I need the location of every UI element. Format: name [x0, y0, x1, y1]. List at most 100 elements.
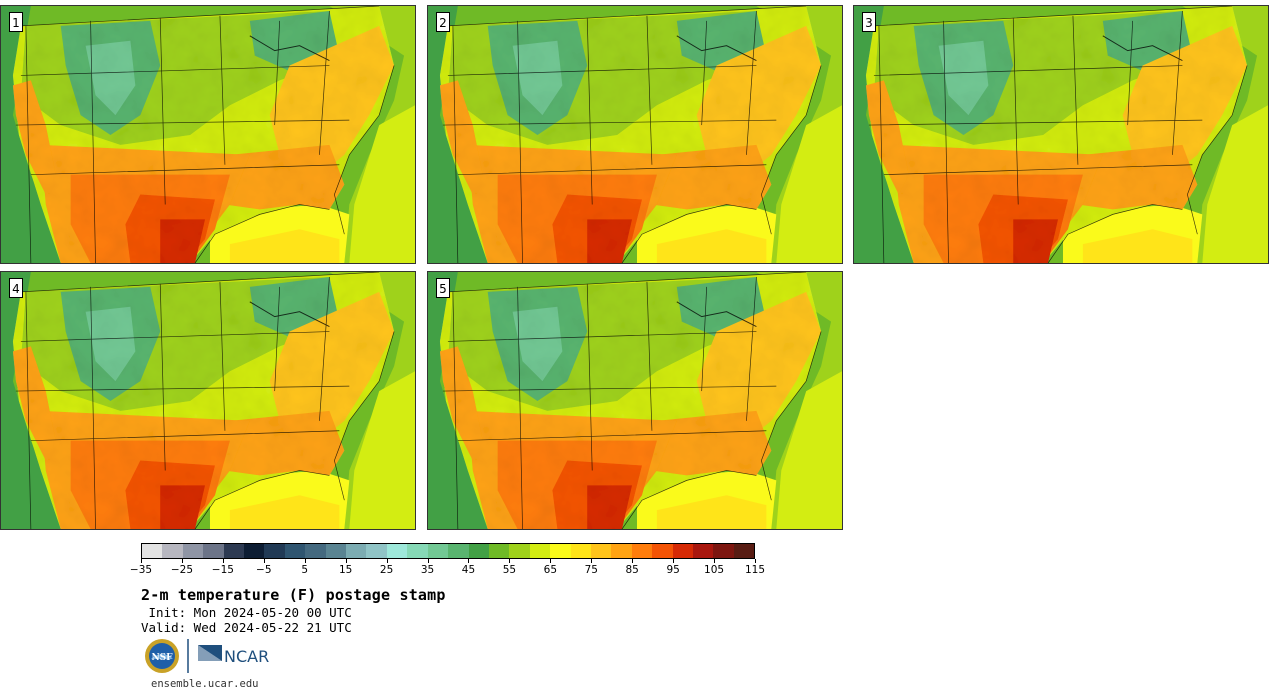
east-warm — [269, 291, 395, 441]
colorbar-tick-label: 35 — [420, 564, 435, 576]
colorbar-swatch — [284, 544, 306, 558]
east-warm — [1122, 25, 1248, 175]
gulf-warm — [229, 495, 340, 529]
colorbar-tick — [304, 559, 306, 563]
colorbar-tick-label: 15 — [338, 564, 353, 576]
colorbar-swatch — [366, 544, 387, 558]
valid-time: Valid: Wed 2024-05-22 21 UTC — [141, 620, 352, 635]
colorbar-swatch — [652, 544, 673, 558]
hot-spot — [587, 485, 633, 529]
colorbar-tick-label: 75 — [584, 564, 598, 576]
gulf-warm — [1082, 229, 1193, 263]
atlantic-warm — [776, 105, 842, 263]
borders — [868, 6, 1248, 263]
colorbar-tick-label: −15 — [211, 564, 234, 576]
colorbar-tick — [141, 559, 142, 563]
california — [439, 80, 483, 195]
colorbar-tick-label: 65 — [543, 564, 558, 576]
colorbar-tick — [673, 559, 675, 563]
colorbar-swatch — [733, 544, 755, 558]
colorbar-tick-label: −5 — [256, 564, 272, 576]
atlantic-warm — [349, 105, 415, 263]
colorbar-swatch — [529, 544, 551, 558]
panel-number-label: 5 — [436, 278, 450, 298]
colorbar-tick — [345, 559, 347, 563]
gulf-warm — [229, 229, 340, 263]
borders — [442, 6, 822, 263]
map-panel: 3 — [853, 5, 1269, 264]
colorbar-swatch — [386, 544, 408, 558]
southeast-warm — [224, 144, 345, 210]
colorbar-swatch — [346, 544, 367, 558]
panel-number-label: 2 — [436, 12, 450, 32]
rockies-high — [512, 40, 563, 116]
colorbar-swatch — [182, 544, 204, 558]
borders — [442, 272, 822, 529]
init-time: Init: Mon 2024-05-20 00 UTC — [141, 605, 352, 620]
hot-spot — [160, 219, 206, 263]
colorbar-swatch — [611, 544, 632, 558]
colorbar-swatch — [713, 544, 734, 558]
map-panel: 2 — [427, 5, 843, 264]
colorbar-tick — [550, 559, 552, 563]
rockies-high — [85, 306, 136, 382]
colorbar-tick-label: −25 — [170, 564, 194, 576]
colorbar-tick-label: 95 — [666, 564, 680, 576]
colorbar-swatch — [631, 544, 653, 558]
logos: NSF NCAR — [144, 637, 284, 675]
colorbar-swatch — [223, 544, 245, 558]
map-panel: 4 — [0, 271, 416, 530]
colorbar-swatch — [590, 544, 612, 558]
colorbar-swatch — [203, 544, 224, 558]
website-url: ensemble.ucar.edu — [151, 678, 259, 690]
colorbar-swatch — [407, 544, 428, 558]
colorbar-tick — [468, 559, 470, 563]
colorbar-tick-label: 5 — [301, 564, 309, 576]
atlantic-warm — [1202, 105, 1268, 263]
atlantic-warm — [776, 371, 842, 529]
california — [865, 80, 909, 195]
colorbar-tick-label: 45 — [461, 564, 476, 576]
figure-title: 2-m temperature (F) postage stamp — [141, 586, 446, 604]
hot-spot — [587, 219, 633, 263]
borders — [15, 272, 395, 529]
east-warm — [696, 291, 822, 441]
gulf-warm — [656, 495, 767, 529]
atlantic-warm — [349, 371, 415, 529]
colorbar-swatch — [448, 544, 469, 558]
colorbar-tick-label: −35 — [129, 564, 153, 576]
california — [439, 346, 483, 461]
colorbar-swatch — [264, 544, 285, 558]
colorbar-tick — [509, 559, 511, 563]
colorbar — [141, 543, 755, 559]
panel-number-label: 4 — [9, 278, 23, 298]
rockies-high — [938, 40, 989, 116]
colorbar-tick — [181, 559, 183, 563]
southeast-warm — [651, 410, 772, 476]
colorbar-tick — [632, 559, 634, 563]
colorbar-swatch — [550, 544, 571, 558]
colorbar-tick-label: 25 — [379, 564, 394, 576]
map-panel: 5 — [427, 271, 843, 530]
colorbar-tick — [755, 559, 756, 563]
rockies-high — [512, 306, 563, 382]
colorbar-tick — [386, 559, 388, 563]
nsf-logo: NSF — [145, 639, 179, 673]
colorbar-tick-label: 115 — [744, 564, 766, 576]
southeast-warm — [1077, 144, 1198, 210]
colorbar-swatch — [570, 544, 591, 558]
colorbar-tick — [714, 559, 716, 563]
colorbar-swatch — [142, 544, 163, 558]
colorbar-swatch — [672, 544, 693, 558]
colorbar-tick-label: 85 — [625, 564, 639, 576]
panel-number-label: 1 — [9, 12, 23, 32]
colorbar-swatch — [692, 544, 714, 558]
colorbar-tick-label: 55 — [502, 564, 517, 576]
colorbar-swatch — [305, 544, 326, 558]
colorbar-swatch — [468, 544, 489, 558]
colorbar-swatch — [509, 544, 530, 558]
southeast-warm — [224, 410, 345, 476]
ncar-logo: NCAR — [198, 645, 269, 666]
east-warm — [269, 25, 395, 175]
hot-spot — [160, 485, 206, 529]
